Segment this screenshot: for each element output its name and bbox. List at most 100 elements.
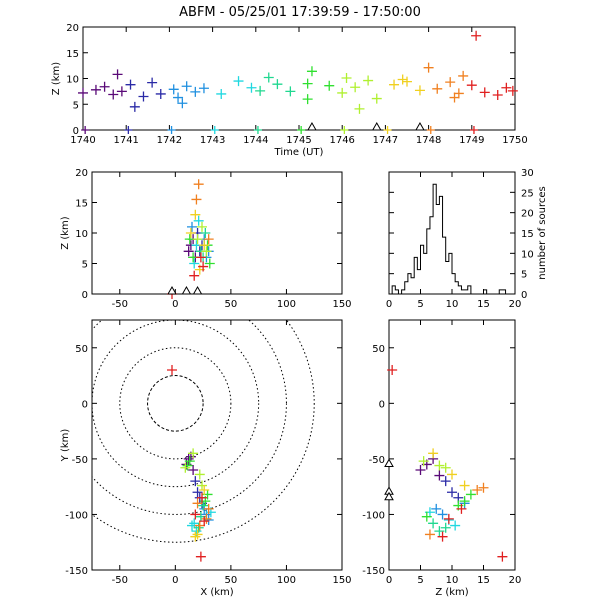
xz-ytick-label: 15: [75, 199, 88, 210]
xz-source: [193, 215, 204, 226]
xz-source: [200, 228, 211, 238]
xz-source: [187, 221, 197, 232]
zy-source: [456, 503, 467, 514]
time-height-source: [350, 82, 361, 93]
z-histogram-ylabel: number of sources: [537, 186, 548, 279]
zy-source: [440, 522, 451, 533]
zy-source: [450, 520, 461, 531]
time-height-ground-source: [426, 126, 435, 134]
plan-view-xtick-label: 150: [332, 575, 351, 586]
time-height-source: [432, 83, 443, 94]
plan-source: [190, 531, 201, 542]
time-height-source: [458, 70, 469, 81]
time-height-source: [492, 89, 503, 100]
time-height-xtick-label: 1745: [286, 135, 311, 146]
time-height-source: [466, 80, 477, 91]
time-height-source: [423, 62, 434, 73]
xz-station-marker: [167, 285, 177, 295]
time-height-source: [155, 88, 166, 99]
time-height-xtick-label: 1744: [243, 135, 268, 146]
plan-source: [192, 498, 203, 509]
range-ring: [119, 347, 232, 460]
time-height-xtick-label: 1747: [373, 135, 398, 146]
z-histogram-xtick-label: 15: [477, 299, 490, 310]
time-height-station-marker: [307, 121, 317, 131]
time-height-source: [363, 75, 374, 86]
plan-source: [188, 448, 199, 459]
zy-source: [415, 465, 426, 475]
xz-source: [185, 228, 196, 238]
xz-source: [192, 234, 203, 245]
plan-source: [190, 476, 201, 487]
plan-view-panel: [91, 319, 343, 571]
time-height-station-marker: [415, 121, 425, 131]
zy-source: [440, 462, 451, 473]
xz-xtick-label: 100: [277, 299, 296, 310]
xz-source: [183, 246, 194, 257]
z-histogram-ytick-label: 5: [521, 270, 527, 281]
zy-ytick-label: -50: [369, 455, 385, 466]
zy-xlabel: Z (km): [435, 587, 468, 598]
time-height-source: [341, 72, 352, 83]
z-histogram-ytick-label: 0: [521, 290, 527, 301]
time-height-source: [354, 103, 365, 114]
time-height-ground-source: [340, 126, 349, 134]
plan-view-ytick-label: -50: [72, 455, 88, 466]
plan-view-xtick-label: -50: [112, 575, 128, 586]
zy-source: [434, 526, 445, 537]
zy-ytick-label: 50: [372, 344, 385, 355]
zy-xtick-label: 5: [417, 575, 423, 586]
plan-view-ytick-label: -100: [65, 510, 88, 521]
time-height-source: [168, 84, 179, 95]
zy-source: [437, 509, 448, 520]
time-height-xtick-label: 1740: [70, 135, 95, 146]
time-height-source: [99, 81, 110, 92]
time-height-source: [108, 89, 119, 100]
xz-source: [190, 209, 201, 220]
time-height-ytick-label: 10: [66, 75, 79, 86]
plan-source: [192, 487, 203, 498]
z-histogram-xtick-label: 0: [386, 299, 392, 310]
time-height-source: [324, 80, 335, 91]
xz-ytick-label: 5: [82, 260, 88, 271]
xz-ylabel: Z (km): [60, 216, 71, 249]
time-height-source: [233, 76, 244, 87]
plan-source: [199, 485, 210, 495]
time-height-ground-source: [383, 126, 392, 134]
z-histogram-ytick-label: 30: [521, 168, 534, 179]
time-height-source: [445, 77, 456, 88]
xz-source: [199, 240, 210, 251]
xz-source: [195, 252, 206, 263]
time-height-source: [414, 85, 425, 96]
xz-panel: [91, 171, 343, 295]
time-height-source: [116, 86, 127, 97]
zy-source: [421, 511, 432, 522]
time-height-source: [78, 87, 88, 98]
xz-xtick-label: 50: [225, 299, 238, 310]
range-ring: [147, 375, 204, 432]
zy-source: [459, 496, 470, 507]
time-height-ytick-label: 5: [73, 100, 79, 111]
zy-source: [443, 513, 454, 524]
zy-ytick-label: -150: [362, 566, 385, 577]
time-height-source: [246, 82, 257, 93]
zy-source: [447, 487, 457, 498]
z-histogram-ytick-label: 10: [521, 249, 534, 260]
time-height-ground-source: [253, 126, 262, 134]
time-height-source: [272, 79, 283, 90]
time-height-source: [90, 84, 101, 95]
time-height-xlabel: Time (UT): [274, 147, 324, 158]
zy-source: [465, 489, 476, 500]
zy-ytick-label: -100: [362, 510, 385, 521]
z-histogram-ytick-label: 25: [521, 188, 534, 199]
time-height-ytick-label: 0: [73, 126, 79, 137]
plan-source: [180, 462, 191, 473]
time-height-source: [302, 78, 313, 89]
time-height-source: [507, 85, 518, 96]
plan-source: [184, 456, 195, 467]
zy-source-north: [387, 365, 398, 375]
time-height-xtick-label: 1749: [459, 135, 484, 146]
xz-source: [189, 270, 200, 281]
zy-panel: [388, 319, 516, 571]
time-height-station-marker: [371, 121, 382, 131]
